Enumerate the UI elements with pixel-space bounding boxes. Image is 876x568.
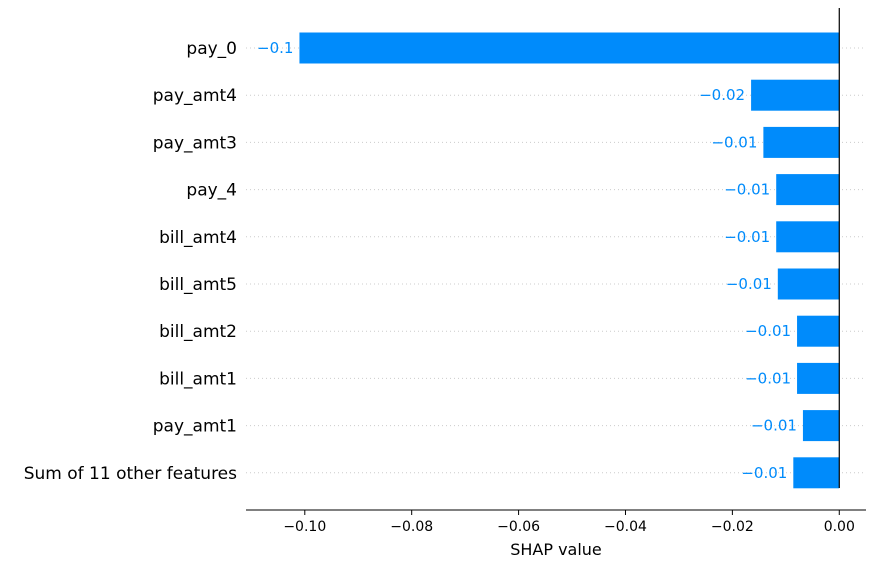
bar-pay_amt1 bbox=[802, 410, 840, 442]
value-label: −0.1 bbox=[257, 39, 293, 57]
feature-labels: pay_0 pay_amt4 pay_amt3 pay_4 bill_amt4 bill_… bbox=[24, 39, 237, 484]
bar-pay_0 bbox=[299, 32, 840, 64]
bar-bill_amt2 bbox=[797, 315, 840, 347]
x-tick-label: −0.10 bbox=[283, 519, 326, 535]
x-tick-label: 0.00 bbox=[824, 519, 855, 535]
bar-bill_amt1 bbox=[797, 362, 840, 394]
value-label: −0.01 bbox=[724, 181, 770, 199]
feature-label: pay_amt1 bbox=[153, 417, 237, 437]
bar-pay_amt4 bbox=[751, 79, 840, 111]
value-label: −0.01 bbox=[751, 417, 797, 435]
feature-label: pay_0 bbox=[186, 39, 237, 59]
bar-bill_amt5 bbox=[777, 268, 840, 300]
x-axis: −0.10 −0.08 −0.06 −0.04 −0.02 0.00 bbox=[246, 509, 866, 535]
feature-label: pay_4 bbox=[186, 181, 237, 201]
feature-label: bill_amt2 bbox=[159, 322, 237, 342]
feature-label: bill_amt5 bbox=[159, 275, 237, 295]
feature-label: bill_amt4 bbox=[159, 228, 237, 248]
value-label: −0.01 bbox=[745, 322, 791, 340]
bar-pay_4 bbox=[776, 174, 840, 206]
value-label: −0.01 bbox=[745, 369, 791, 387]
value-label: −0.01 bbox=[726, 275, 772, 293]
bars bbox=[299, 32, 840, 489]
feature-label: pay_amt4 bbox=[153, 86, 237, 106]
value-label: −0.02 bbox=[699, 86, 745, 104]
x-tick-label: −0.08 bbox=[390, 519, 433, 535]
x-axis-title: SHAP value bbox=[510, 540, 602, 559]
value-label: −0.01 bbox=[724, 228, 770, 246]
x-tick-label: −0.06 bbox=[497, 519, 540, 535]
value-label: −0.01 bbox=[741, 464, 787, 482]
x-tick-label: −0.02 bbox=[711, 519, 754, 535]
row-guides bbox=[246, 47, 866, 474]
bar-pay_amt3 bbox=[763, 126, 840, 158]
bar-sum-of-11-other-features bbox=[793, 457, 840, 489]
feature-label: pay_amt3 bbox=[153, 133, 237, 153]
value-label: −0.01 bbox=[711, 133, 757, 151]
bar-bill_amt4 bbox=[776, 221, 840, 253]
feature-label: bill_amt1 bbox=[159, 369, 237, 389]
feature-label: Sum of 11 other features bbox=[24, 464, 237, 484]
x-tick-label: −0.04 bbox=[604, 519, 647, 535]
value-labels: −0.1 −0.02 −0.01 −0.01 −0.01 −0.01 −0.01 −0.01 −… bbox=[257, 39, 797, 482]
